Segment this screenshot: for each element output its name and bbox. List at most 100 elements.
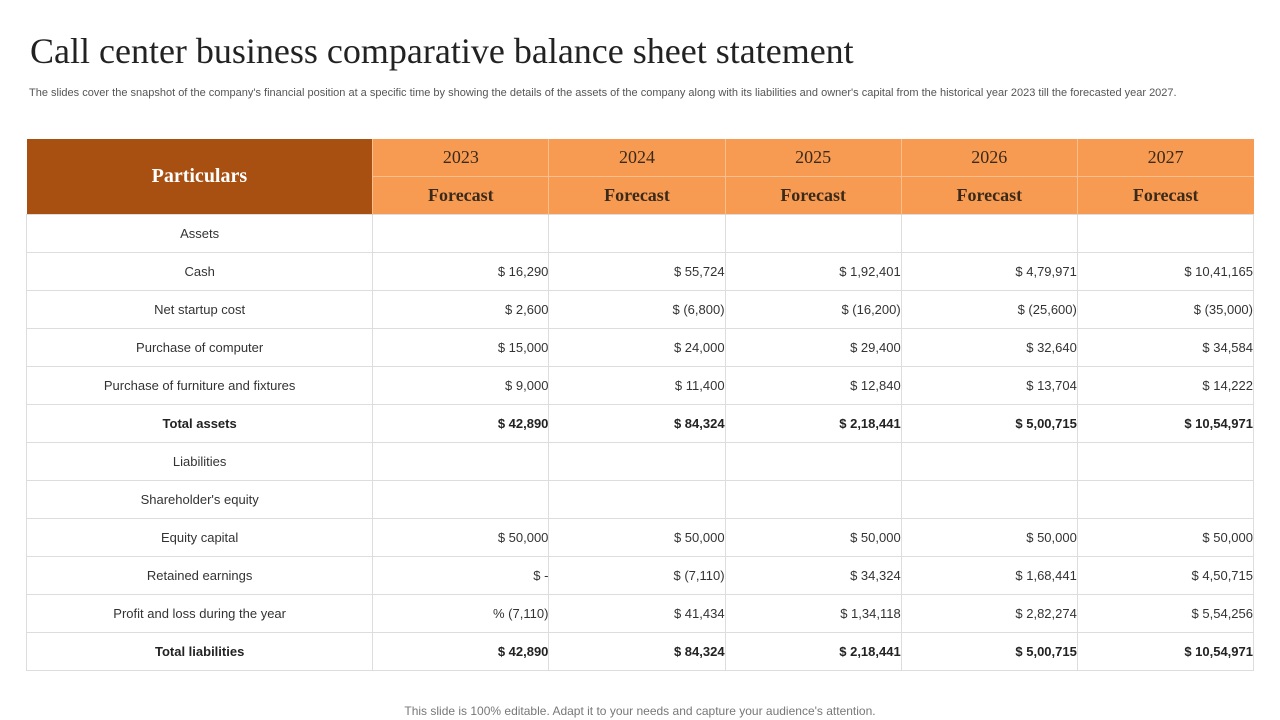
value-cell-2025: $ 29,400 (724, 328, 902, 367)
value-cell-2024 (548, 214, 726, 253)
row-label: Assets (25, 214, 374, 253)
table-row: Cash $ 16,290 $ 55,724 $ 1,92,401 $ 4,79,971… (25, 252, 1255, 291)
value-cell-2026: $ 50,000 (900, 518, 1078, 557)
value-cell-2023: $ 15,000 (372, 328, 550, 367)
value-cell-2027 (1076, 480, 1255, 519)
table-row: Retained earnings $ - $ (7,110) $ 34,324 $ 1… (25, 556, 1255, 595)
row-label: Cash (25, 252, 374, 291)
forecast-header-row: Forecast Forecast Forecast Forecast Fore… (27, 176, 1254, 215)
row-label: Net startup cost (25, 290, 374, 329)
value-cell-2027: $ (35,000) (1076, 290, 1255, 329)
year-header-2025: 2025 (724, 139, 902, 177)
value-cell-2024 (548, 480, 726, 519)
row-label: Profit and loss during the year (25, 594, 374, 633)
year-header-2027: 2027 (1076, 139, 1254, 177)
table-row: Equity capital $ 50,000 $ 50,000 $ 50,000 $ … (25, 518, 1255, 557)
value-cell-2026: $ 1,68,441 (900, 556, 1078, 595)
table-row: Assets (25, 214, 1255, 253)
table-row: Liabilities (25, 442, 1255, 481)
value-cell-2026: $ (25,600) (900, 290, 1078, 329)
value-cell-2027: $ 10,54,971 (1076, 404, 1255, 443)
table-row: Net startup cost $ 2,600 $ (6,800) $ (16,20… (25, 290, 1255, 329)
value-cell-2024: $ (6,800) (548, 290, 726, 329)
value-cell-2025: $ (16,200) (724, 290, 902, 329)
value-cell-2026 (900, 214, 1078, 253)
value-cell-2023 (372, 442, 550, 481)
forecast-header-2024: Forecast (548, 176, 726, 215)
year-header-2026: 2026 (900, 139, 1078, 177)
value-cell-2025 (724, 480, 902, 519)
value-cell-2023: $ 16,290 (372, 252, 550, 291)
value-cell-2027: $ 10,41,165 (1076, 252, 1255, 291)
value-cell-2023: $ 42,890 (372, 404, 550, 443)
year-header-2023: 2023 (372, 139, 549, 177)
value-cell-2024: $ 24,000 (548, 328, 726, 367)
value-cell-2027: $ 10,54,971 (1076, 632, 1255, 671)
value-cell-2025 (724, 442, 902, 481)
row-label: Purchase of furniture and fixtures (25, 366, 374, 405)
row-label: Equity capital (25, 518, 374, 557)
value-cell-2023: % (7,110) (372, 594, 550, 633)
value-cell-2026: $ 4,79,971 (900, 252, 1078, 291)
value-cell-2025 (724, 214, 902, 253)
table-row: Shareholder's equity (25, 480, 1255, 519)
table-body: Assets Cash $ 16,290 $ 55,724 $ 1,92,401 $ 4,… (25, 214, 1255, 671)
value-cell-2026: $ 32,640 (900, 328, 1078, 367)
value-cell-2026: $ 2,82,274 (900, 594, 1078, 633)
value-cell-2027 (1076, 214, 1255, 253)
value-cell-2024: $ 55,724 (548, 252, 726, 291)
row-label: Retained earnings (25, 556, 374, 595)
value-cell-2025: $ 1,34,118 (724, 594, 902, 633)
page-subtitle: The slides cover the snapshot of the com… (29, 87, 1177, 99)
value-cell-2023: $ - (372, 556, 550, 595)
table-row: Total assets $ 42,890 $ 84,324 $ 2,18,441 $ … (25, 404, 1255, 443)
value-cell-2024: $ (7,110) (548, 556, 726, 595)
value-cell-2027: $ 50,000 (1076, 518, 1255, 557)
row-label: Shareholder's equity (25, 480, 374, 519)
row-label: Liabilities (25, 442, 374, 481)
value-cell-2023 (372, 480, 550, 519)
year-header-2024: 2024 (548, 139, 726, 177)
value-cell-2027: $ 34,584 (1076, 328, 1255, 367)
value-cell-2024: $ 11,400 (548, 366, 726, 405)
particulars-header: Particulars (26, 139, 373, 215)
value-cell-2026: $ 13,704 (900, 366, 1078, 405)
value-cell-2023: $ 2,600 (372, 290, 550, 329)
value-cell-2026 (900, 480, 1078, 519)
forecast-header-2026: Forecast (900, 176, 1078, 215)
value-cell-2024: $ 41,434 (548, 594, 726, 633)
value-cell-2024: $ 84,324 (548, 632, 726, 671)
table-row: Total liabilities $ 42,890 $ 84,324 $ 2,18,… (25, 632, 1255, 671)
value-cell-2024: $ 84,324 (548, 404, 726, 443)
table-header: Particulars 2023 2024 2025 2026 2027 For… (26, 139, 1254, 215)
value-cell-2027 (1076, 442, 1255, 481)
value-cell-2026: $ 5,00,715 (900, 632, 1078, 671)
value-cell-2023 (372, 214, 550, 253)
row-label: Total assets (25, 404, 374, 443)
balance-sheet-table: Particulars 2023 2024 2025 2026 2027 For… (25, 139, 1255, 671)
value-cell-2025: $ 50,000 (724, 518, 902, 557)
value-cell-2027: $ 14,222 (1076, 366, 1255, 405)
row-label: Purchase of computer (25, 328, 374, 367)
value-cell-2025: $ 2,18,441 (724, 632, 902, 671)
footer-note: This slide is 100% editable. Adapt it to… (404, 704, 876, 718)
value-cell-2027: $ 5,54,256 (1076, 594, 1255, 633)
value-cell-2027: $ 4,50,715 (1076, 556, 1255, 595)
value-cell-2023: $ 50,000 (372, 518, 550, 557)
value-cell-2025: $ 34,324 (724, 556, 902, 595)
year-header-row: Particulars 2023 2024 2025 2026 2027 (26, 139, 1254, 215)
value-cell-2026: $ 5,00,715 (900, 404, 1078, 443)
table-row: Purchase of furniture and fixtures $ 9,00… (25, 366, 1255, 405)
forecast-header-2025: Forecast (724, 176, 902, 215)
table-row: Purchase of computer $ 15,000 $ 24,000 $ 29… (25, 328, 1255, 367)
value-cell-2026 (900, 442, 1078, 481)
value-cell-2025: $ 12,840 (724, 366, 902, 405)
row-label: Total liabilities (25, 632, 374, 671)
forecast-header-2023: Forecast (372, 176, 549, 215)
value-cell-2025: $ 2,18,441 (724, 404, 902, 443)
value-cell-2023: $ 42,890 (372, 632, 550, 671)
value-cell-2024: $ 50,000 (548, 518, 726, 557)
value-cell-2023: $ 9,000 (372, 366, 550, 405)
page-title: Call center business comparative balance… (30, 31, 854, 71)
value-cell-2024 (548, 442, 726, 481)
